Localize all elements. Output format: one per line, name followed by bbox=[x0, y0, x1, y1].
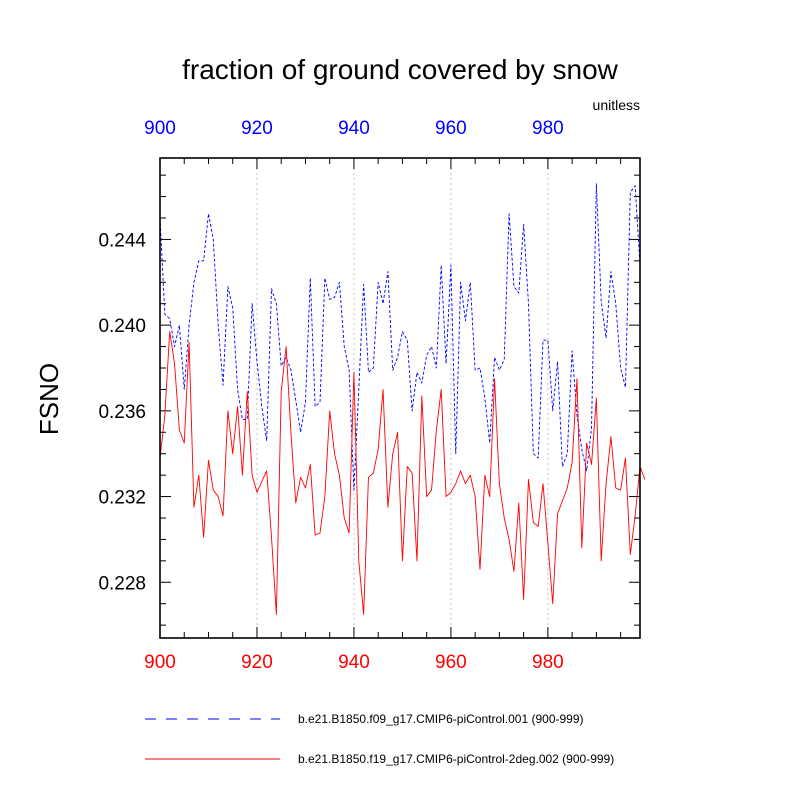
y-axis-label: FSNO bbox=[34, 363, 64, 435]
x-tick-label-bottom: 940 bbox=[338, 652, 370, 673]
x-tick-label-bottom: 960 bbox=[435, 652, 467, 673]
x-tick-label-top: 940 bbox=[338, 118, 370, 139]
series-lines bbox=[159, 183, 646, 615]
legend-label-series-2: b.e21.B1850.f19_g17.CMIP6-piControl-2deg… bbox=[298, 752, 614, 766]
x-tick-label-bottom: 900 bbox=[144, 652, 176, 673]
y-tick-label: 0.240 bbox=[98, 316, 146, 337]
legend: b.e21.B1850.f09_g17.CMIP6-piControl.001 … bbox=[145, 712, 614, 766]
x-tick-label-bottom: 980 bbox=[532, 652, 564, 673]
tick-labels: 900 900 920 920 940 940 960 960 980 980 0.228 0.232… bbox=[98, 118, 563, 673]
y-tick-label: 0.244 bbox=[98, 230, 146, 251]
x-tick-label-bottom: 920 bbox=[241, 652, 273, 673]
y-tick-label: 0.236 bbox=[98, 402, 146, 423]
axis-ticks bbox=[159, 158, 640, 638]
x-tick-label-top: 900 bbox=[144, 118, 176, 139]
chart-title: fraction of ground covered by snow bbox=[182, 54, 619, 85]
x-tick-label-top: 920 bbox=[241, 118, 273, 139]
series-line-1 bbox=[159, 183, 641, 491]
x-tick-label-top: 980 bbox=[532, 118, 564, 139]
series-line-2 bbox=[159, 331, 646, 615]
legend-label-series-1: b.e21.B1850.f09_g17.CMIP6-piControl.001 … bbox=[298, 712, 584, 726]
y-tick-label: 0.232 bbox=[98, 488, 146, 509]
plot-frame bbox=[159, 157, 641, 639]
y-tick-label: 0.228 bbox=[98, 573, 146, 594]
units-label: unitless bbox=[593, 97, 640, 113]
x-tick-label-top: 960 bbox=[435, 118, 467, 139]
x-grid bbox=[256, 158, 549, 638]
